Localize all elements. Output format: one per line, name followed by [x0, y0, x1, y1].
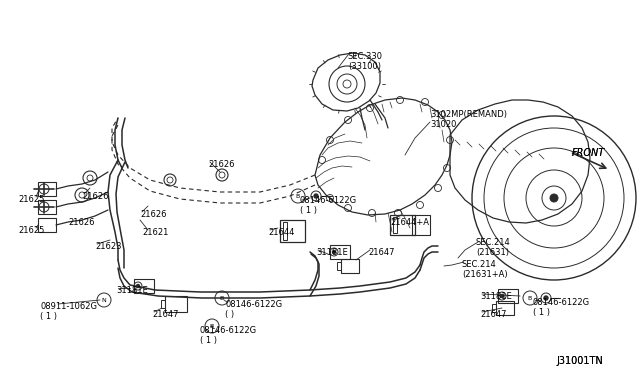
Bar — [134, 279, 154, 293]
Text: 08146-6122G
( 1 ): 08146-6122G ( 1 ) — [300, 196, 357, 215]
Bar — [498, 289, 518, 303]
Text: SEC.330
(33100): SEC.330 (33100) — [348, 52, 383, 71]
Text: 31181E: 31181E — [316, 248, 348, 257]
Text: 21626: 21626 — [208, 160, 234, 169]
Circle shape — [136, 285, 140, 288]
Bar — [412, 215, 430, 235]
Text: 21623: 21623 — [95, 242, 122, 251]
Text: 21647: 21647 — [480, 310, 506, 319]
Text: 21625: 21625 — [18, 195, 44, 204]
Text: 21644+A: 21644+A — [390, 218, 429, 227]
Bar — [390, 215, 415, 235]
Text: 08146-6122G
( ): 08146-6122G ( ) — [225, 300, 282, 320]
Bar — [38, 218, 56, 232]
Text: 08911-1062G
( 1 ): 08911-1062G ( 1 ) — [40, 302, 97, 321]
Text: FRONT: FRONT — [572, 148, 605, 158]
Text: 31181E: 31181E — [480, 292, 512, 301]
Text: 21644: 21644 — [268, 228, 294, 237]
Bar — [38, 200, 56, 214]
Text: 21626: 21626 — [140, 210, 166, 219]
Text: 3102MP(REMAND)
31020: 3102MP(REMAND) 31020 — [430, 110, 507, 129]
Text: 08146-6122G
( 1 ): 08146-6122G ( 1 ) — [533, 298, 590, 317]
Text: B: B — [220, 295, 224, 301]
Text: 21626: 21626 — [82, 192, 109, 201]
Text: SEC.214
(21631+A): SEC.214 (21631+A) — [462, 260, 508, 279]
Bar — [330, 245, 350, 259]
Text: 21625: 21625 — [18, 226, 44, 235]
Bar — [393, 217, 397, 233]
Text: 31181E: 31181E — [116, 286, 148, 295]
Text: SEC.214
(21631): SEC.214 (21631) — [476, 238, 511, 257]
Text: B: B — [296, 193, 300, 199]
Bar — [337, 262, 341, 270]
Circle shape — [314, 194, 318, 198]
Text: 21621: 21621 — [142, 228, 168, 237]
Text: FRONT: FRONT — [572, 148, 605, 158]
Bar — [280, 220, 305, 242]
Text: 21647: 21647 — [368, 248, 394, 257]
Circle shape — [550, 194, 558, 202]
Bar — [165, 296, 187, 312]
Circle shape — [544, 296, 548, 300]
Text: B: B — [210, 324, 214, 328]
Bar — [341, 259, 359, 273]
Circle shape — [500, 295, 504, 298]
Bar — [496, 301, 514, 315]
Text: J31001TN: J31001TN — [556, 356, 603, 366]
Bar — [492, 304, 496, 312]
Bar — [38, 182, 56, 196]
Bar — [161, 300, 165, 308]
Circle shape — [333, 250, 335, 253]
Text: 21626: 21626 — [68, 218, 95, 227]
Text: 08146-6122G
( 1 ): 08146-6122G ( 1 ) — [200, 326, 257, 345]
Bar — [283, 222, 287, 240]
Text: 21647: 21647 — [152, 310, 179, 319]
Text: B: B — [528, 295, 532, 301]
Text: J31001TN: J31001TN — [556, 356, 603, 366]
Text: N: N — [102, 298, 106, 302]
